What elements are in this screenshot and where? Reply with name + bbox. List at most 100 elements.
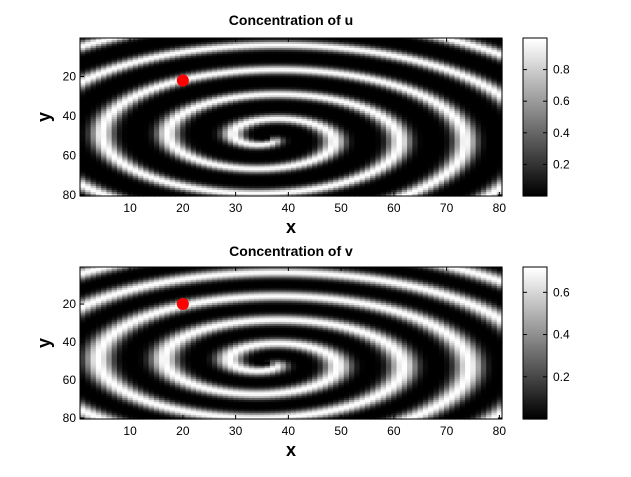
- heatmap-cell: [380, 83, 387, 87]
- heatmap-cell: [354, 148, 361, 152]
- heatmap-cell: [417, 51, 424, 55]
- heatmap-cell: [491, 51, 498, 55]
- heatmap-cell: [301, 115, 308, 118]
- heatmap-cell: [180, 138, 187, 142]
- heatmap-cell: [280, 144, 287, 148]
- heatmap-cell: [338, 77, 345, 81]
- heatmap-cell: [227, 65, 234, 69]
- heatmap-cell: [354, 136, 361, 140]
- heatmap-cell: [422, 134, 429, 138]
- heatmap-cell: [385, 45, 392, 49]
- heatmap-cell: [496, 81, 503, 85]
- heatmap-cell: [169, 53, 176, 57]
- heatmap-cell: [285, 117, 292, 120]
- heatmap-cell: [306, 115, 313, 118]
- heatmap-cell: [116, 73, 123, 77]
- heatmap-cell: [480, 118, 487, 122]
- heatmap-cell: [101, 122, 107, 126]
- heatmap-cell: [428, 55, 435, 59]
- heatmap-cell: [306, 130, 313, 134]
- heatmap-cell: [127, 132, 134, 136]
- heatmap-cell: [185, 115, 192, 118]
- heatmap-cell: [322, 154, 329, 158]
- heatmap-cell: [122, 49, 129, 53]
- heatmap-cell: [401, 130, 408, 134]
- heatmap-cell: [327, 77, 334, 81]
- heatmap-cell: [301, 59, 308, 63]
- heatmap-cell: [116, 53, 123, 57]
- heatmap-cell: [238, 144, 245, 148]
- heatmap-cell: [296, 111, 303, 114]
- heatmap-cell: [85, 115, 92, 118]
- heatmap-cell: [480, 120, 487, 124]
- heatmap-cell: [90, 41, 97, 45]
- heatmap-cell: [196, 160, 202, 164]
- heatmap-cell: [412, 120, 419, 124]
- heatmap-cell: [232, 156, 239, 160]
- heatmap-cell: [143, 146, 150, 150]
- heatmap-cell: [95, 57, 102, 61]
- heatmap-cell: [275, 120, 282, 124]
- heatmap-cell: [385, 71, 392, 75]
- heatmap-cell: [238, 95, 245, 98]
- heatmap-cell: [122, 128, 129, 132]
- heatmap-cell: [211, 134, 218, 138]
- heatmap-cell: [291, 124, 297, 128]
- heatmap-cell: [354, 57, 361, 61]
- heatmap-cell: [449, 144, 456, 148]
- heatmap-cell: [275, 43, 282, 47]
- heatmap-cell: [475, 134, 482, 138]
- heatmap-cell: [438, 65, 445, 69]
- heatmap-cell: [122, 39, 129, 43]
- heatmap-cell: [291, 41, 297, 45]
- heatmap-cell: [465, 39, 471, 43]
- heatmap-cell: [296, 138, 303, 142]
- heatmap-cell: [243, 148, 250, 152]
- heatmap-cell: [180, 99, 187, 102]
- heatmap-cell: [396, 122, 403, 126]
- heatmap-cell: [127, 69, 134, 73]
- heatmap-cell: [407, 118, 413, 122]
- heatmap-cell: [364, 85, 371, 88]
- heatmap-cell: [338, 126, 345, 130]
- heatmap-cell: [370, 144, 377, 148]
- heatmap-cell: [90, 103, 97, 106]
- heatmap-cell: [443, 75, 450, 79]
- heatmap-cell: [428, 140, 435, 144]
- heatmap-cell: [428, 71, 435, 75]
- heatmap-cell: [438, 115, 445, 118]
- heatmap-cell: [180, 45, 187, 49]
- heatmap-cell: [317, 140, 324, 144]
- heatmap-cell: [375, 156, 382, 160]
- heatmap-cell: [85, 57, 92, 61]
- heatmap-cell: [385, 150, 392, 154]
- heatmap-cell: [111, 93, 118, 96]
- heatmap-cell: [359, 144, 366, 148]
- heatmap-cell: [164, 107, 171, 110]
- heatmap-cell: [491, 67, 498, 71]
- heatmap-cell: [153, 142, 160, 146]
- heatmap-cell: [338, 89, 345, 92]
- heatmap-cell: [370, 148, 377, 152]
- heatmap-cell: [375, 158, 382, 162]
- heatmap-cell: [222, 65, 229, 69]
- heatmap-cell: [333, 63, 340, 67]
- heatmap-cell: [180, 97, 187, 100]
- heatmap-cell: [254, 91, 260, 94]
- heatmap-cell: [417, 38, 424, 41]
- heatmap-cell: [254, 38, 260, 41]
- heatmap-cell: [280, 136, 287, 140]
- heatmap-cell: [122, 148, 129, 152]
- heatmap-cell: [391, 132, 398, 136]
- heatmap-cell: [111, 158, 118, 162]
- heatmap-cell: [475, 65, 482, 69]
- heatmap-cell: [327, 97, 334, 100]
- heatmap-cell: [227, 97, 234, 100]
- heatmap-cell: [259, 69, 266, 73]
- heatmap-cell: [375, 53, 382, 57]
- heatmap-cell: [116, 65, 123, 69]
- heatmap-cell: [280, 128, 287, 132]
- heatmap-cell: [407, 87, 413, 90]
- heatmap-cell: [248, 120, 255, 124]
- heatmap-cell: [222, 89, 229, 92]
